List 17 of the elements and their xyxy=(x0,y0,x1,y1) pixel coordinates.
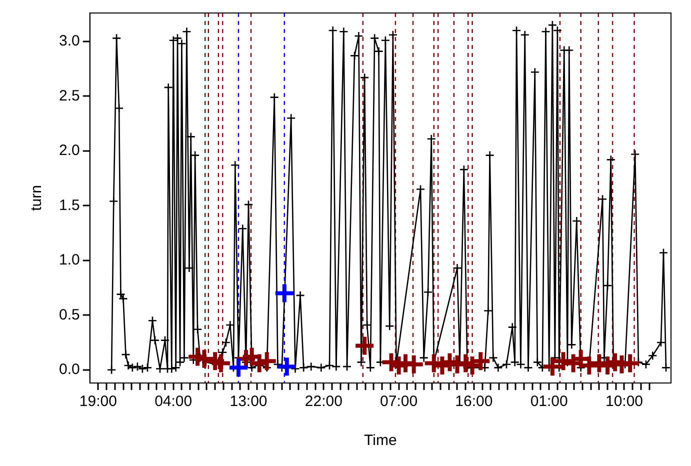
x-tick-label: 13:00 xyxy=(230,393,268,410)
x-tick-label: 16:00 xyxy=(455,393,493,410)
x-tick-label: 19:00 xyxy=(79,393,117,410)
y-axis-title: turn xyxy=(28,185,46,211)
y-tick-label: 1.0 xyxy=(58,252,80,269)
x-tick-label: 01:00 xyxy=(530,393,568,410)
y-tick-label: 2.0 xyxy=(58,142,80,160)
y-tick-label: 1.5 xyxy=(58,196,80,214)
x-tick-label: 07:00 xyxy=(380,393,418,410)
x-tick-label: 10:00 xyxy=(605,393,644,410)
x-tick-label: 22:00 xyxy=(304,393,342,410)
x-axis-title: Time xyxy=(364,432,397,450)
x-tick-label: 04:00 xyxy=(154,393,192,410)
y-tick-label: 2.5 xyxy=(58,87,80,104)
y-tick-label: 3.0 xyxy=(58,32,80,50)
y-tick-label: 0.5 xyxy=(58,306,80,324)
y-tick-label: 0.0 xyxy=(58,361,80,378)
